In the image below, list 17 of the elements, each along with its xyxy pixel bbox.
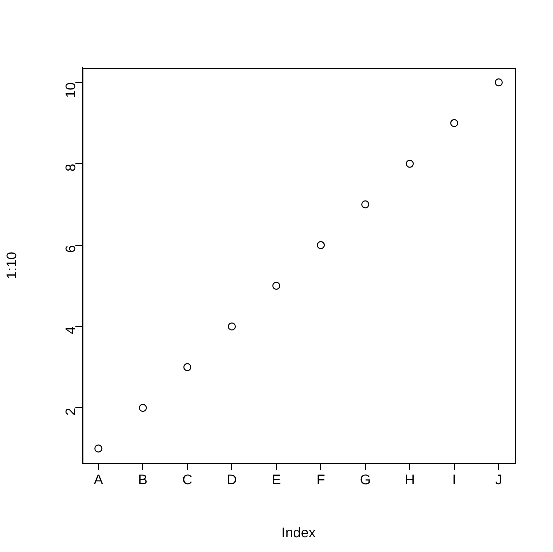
y-tick-label: 8 (62, 164, 78, 172)
x-tick-label: D (227, 472, 238, 488)
y-tick-label: 10 (62, 82, 78, 98)
x-tick-label: F (316, 472, 326, 488)
y-tick-label: 4 (62, 326, 78, 335)
x-tick-label: G (360, 472, 371, 488)
y-tick-label: 6 (62, 245, 78, 254)
x-tick-label: A (94, 472, 104, 488)
x-tick-label: C (182, 472, 193, 488)
x-tick-label: I (452, 472, 456, 488)
x-axis-title: Index (282, 524, 316, 540)
y-tick-label: 2 (62, 408, 78, 416)
x-tick-label: H (404, 472, 416, 488)
y-axis-title: 1:10 (3, 252, 20, 280)
x-tick-label: B (138, 472, 148, 488)
x-tick-label: E (272, 472, 282, 488)
x-tick-label: J (495, 472, 502, 488)
